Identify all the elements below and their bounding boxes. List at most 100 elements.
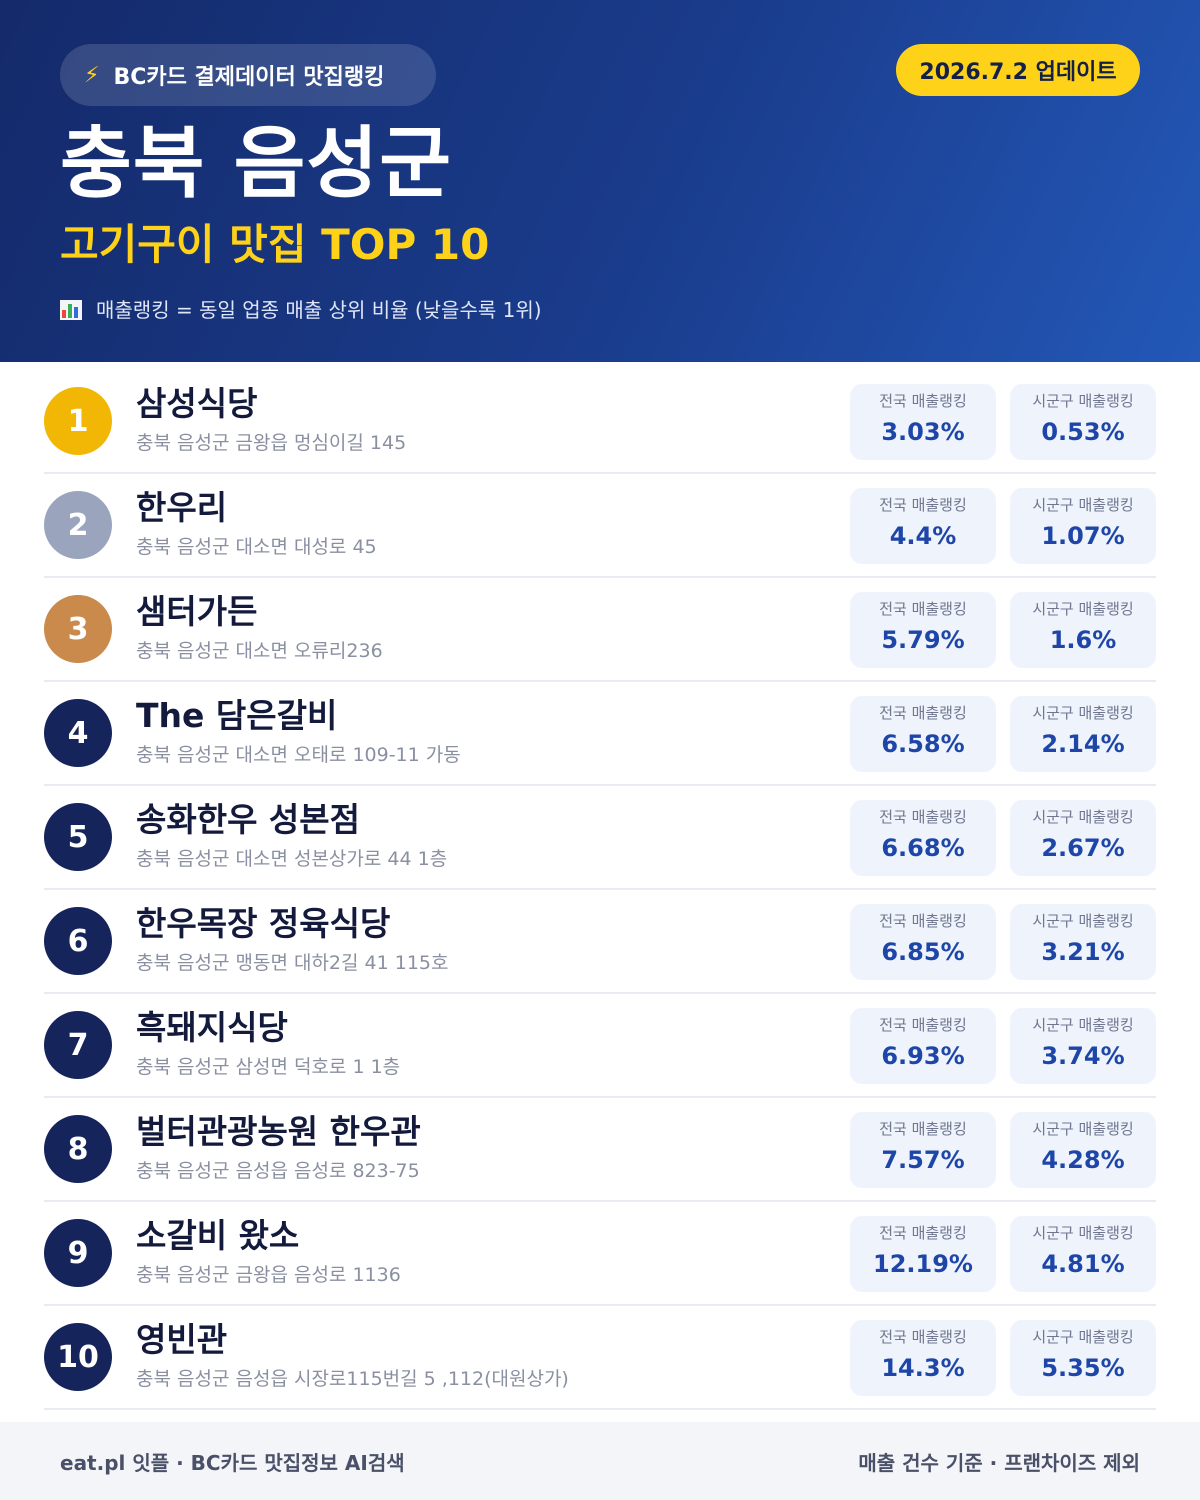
national-ranking-label: 전국 매출랭킹 <box>879 808 967 826</box>
local-ranking-label: 시군구 매출랭킹 <box>1032 912 1134 930</box>
national-ranking-label: 전국 매출랭킹 <box>879 1328 967 1346</box>
local-ranking-label: 시군구 매출랭킹 <box>1032 1328 1134 1346</box>
restaurant-name: 영빈관 <box>136 1320 228 1359</box>
restaurant-name: 흑돼지식당 <box>136 1008 288 1047</box>
restaurant-address: 충북 음성군 맹동면 대하2길 41 115호 <box>136 952 449 974</box>
restaurant-name: 샘터가든 <box>136 592 258 631</box>
local-ranking-card: 시군구 매출랭킹 5.35% <box>1010 1320 1156 1396</box>
restaurant-address: 충북 음성군 금왕읍 멍심이길 145 <box>136 432 407 454</box>
restaurant-address: 충북 음성군 대소면 오태로 109-11 가동 <box>136 744 461 766</box>
local-ranking-value: 4.81% <box>1041 1250 1125 1278</box>
local-ranking-value: 4.28% <box>1041 1146 1125 1174</box>
restaurant-name: 삼성식당 <box>136 384 258 423</box>
rank-badge: 8 <box>44 1115 112 1183</box>
local-ranking-label: 시군구 매출랭킹 <box>1032 808 1134 826</box>
national-ranking-card: 전국 매출랭킹 7.57% <box>850 1112 996 1188</box>
rank-badge: 1 <box>44 387 112 455</box>
rank-badge: 2 <box>44 491 112 559</box>
national-ranking-label: 전국 매출랭킹 <box>879 496 967 514</box>
ranking-note-text: 매출랭킹 = 동일 업종 매출 상위 비율 (낮을수록 1위) <box>96 298 542 322</box>
restaurant-name: 소갈비 왔소 <box>136 1216 300 1255</box>
restaurant-address: 충북 음성군 대소면 대성로 45 <box>136 536 377 558</box>
local-ranking-card: 시군구 매출랭킹 4.81% <box>1010 1216 1156 1292</box>
restaurant-address: 충북 음성군 금왕읍 음성로 1136 <box>136 1264 401 1286</box>
rank-badge: 5 <box>44 803 112 871</box>
rank-badge: 7 <box>44 1011 112 1079</box>
national-ranking-value: 6.68% <box>881 834 965 862</box>
national-ranking-label: 전국 매출랭킹 <box>879 1120 967 1138</box>
national-ranking-card: 전국 매출랭킹 6.58% <box>850 696 996 772</box>
national-ranking-card: 전국 매출랭킹 4.4% <box>850 488 996 564</box>
local-ranking-card: 시군구 매출랭킹 4.28% <box>1010 1112 1156 1188</box>
footer-source: eat.pl 잇플 · BC카드 맛집정보 AI검색 <box>60 1450 405 1475</box>
national-ranking-card: 전국 매출랭킹 3.03% <box>850 384 996 460</box>
national-ranking-label: 전국 매출랭킹 <box>879 600 967 618</box>
national-ranking-label: 전국 매출랭킹 <box>879 912 967 930</box>
local-ranking-label: 시군구 매출랭킹 <box>1032 392 1134 410</box>
local-ranking-label: 시군구 매출랭킹 <box>1032 1120 1134 1138</box>
local-ranking-card: 시군구 매출랭킹 0.53% <box>1010 384 1156 460</box>
local-ranking-label: 시군구 매출랭킹 <box>1032 600 1134 618</box>
restaurant-name: 벌터관광농원 한우관 <box>136 1112 421 1151</box>
national-ranking-label: 전국 매출랭킹 <box>879 1224 967 1242</box>
local-ranking-label: 시군구 매출랭킹 <box>1032 704 1134 722</box>
list-item[interactable]: 7 흑돼지식당 충북 음성군 삼성면 덕호로 1 1층 전국 매출랭킹 6.93% 시군구… <box>44 994 1156 1098</box>
national-ranking-value: 5.79% <box>881 626 965 654</box>
lightning-icon: ⚡ <box>84 62 100 88</box>
local-ranking-value: 0.53% <box>1041 418 1125 446</box>
national-ranking-card: 전국 매출랭킹 6.68% <box>850 800 996 876</box>
brand-pill: ⚡ BC카드 결제데이터 맛집랭킹 <box>60 44 436 106</box>
local-ranking-label: 시군구 매출랭킹 <box>1032 1016 1134 1034</box>
local-ranking-label: 시군구 매출랭킹 <box>1032 1224 1134 1242</box>
national-ranking-card: 전국 매출랭킹 6.85% <box>850 904 996 980</box>
list-item[interactable]: 3 샘터가든 충북 음성군 대소면 오류리236 전국 매출랭킹 5.79% 시군구 매출… <box>44 578 1156 682</box>
national-ranking-label: 전국 매출랭킹 <box>879 704 967 722</box>
local-ranking-value: 3.74% <box>1041 1042 1125 1070</box>
national-ranking-card: 전국 매출랭킹 12.19% <box>850 1216 996 1292</box>
bar-chart-icon <box>60 300 82 320</box>
national-ranking-value: 12.19% <box>873 1250 973 1278</box>
list-item[interactable]: 5 송화한우 성본점 충북 음성군 대소면 성본상가로 44 1층 전국 매출랭킹 6.… <box>44 786 1156 890</box>
national-ranking-card: 전국 매출랭킹 5.79% <box>850 592 996 668</box>
restaurant-address: 충북 음성군 음성읍 음성로 823-75 <box>136 1160 420 1182</box>
national-ranking-value: 3.03% <box>881 418 965 446</box>
local-ranking-card: 시군구 매출랭킹 1.07% <box>1010 488 1156 564</box>
rank-badge: 4 <box>44 699 112 767</box>
rank-badge: 6 <box>44 907 112 975</box>
local-ranking-value: 1.6% <box>1049 626 1117 654</box>
rank-badge: 3 <box>44 595 112 663</box>
rank-badge: 9 <box>44 1219 112 1287</box>
national-ranking-value: 4.4% <box>889 522 957 550</box>
national-ranking-value: 7.57% <box>881 1146 965 1174</box>
national-ranking-value: 6.58% <box>881 730 965 758</box>
page-title: 충북 음성군 <box>60 119 452 209</box>
restaurant-name: 송화한우 성본점 <box>136 800 361 839</box>
restaurant-name: 한우목장 정육식당 <box>136 904 391 943</box>
national-ranking-card: 전국 매출랭킹 6.93% <box>850 1008 996 1084</box>
national-ranking-label: 전국 매출랭킹 <box>879 392 967 410</box>
header-banner: ⚡ BC카드 결제데이터 맛집랭킹 2026.7.2 업데이트 충북 음성군 고… <box>0 0 1200 362</box>
national-ranking-label: 전국 매출랭킹 <box>879 1016 967 1034</box>
local-ranking-card: 시군구 매출랭킹 1.6% <box>1010 592 1156 668</box>
list-item[interactable]: 2 한우리 충북 음성군 대소면 대성로 45 전국 매출랭킹 4.4% 시군구 매출랭킹… <box>44 474 1156 578</box>
local-ranking-value: 3.21% <box>1041 938 1125 966</box>
national-ranking-value: 6.93% <box>881 1042 965 1070</box>
local-ranking-card: 시군구 매출랭킹 2.14% <box>1010 696 1156 772</box>
restaurant-name: The 담은갈비 <box>136 696 338 735</box>
ranking-note: 매출랭킹 = 동일 업종 매출 상위 비율 (낮을수록 1위) <box>60 296 542 324</box>
local-ranking-card: 시군구 매출랭킹 3.74% <box>1010 1008 1156 1084</box>
footer: eat.pl 잇플 · BC카드 맛집정보 AI검색 매출 건수 기준 · 프랜… <box>0 1422 1200 1500</box>
rank-badge: 10 <box>44 1323 112 1391</box>
footer-criteria: 매출 건수 기준 · 프랜차이즈 제외 <box>858 1450 1140 1475</box>
page-subtitle: 고기구이 맛집 TOP 10 <box>60 220 490 269</box>
national-ranking-value: 14.3% <box>881 1354 965 1382</box>
brand-label: BC카드 결제데이터 맛집랭킹 <box>113 65 385 90</box>
restaurant-address: 충북 음성군 음성읍 시장로115번길 5 ,112(대원상가) <box>136 1368 569 1390</box>
